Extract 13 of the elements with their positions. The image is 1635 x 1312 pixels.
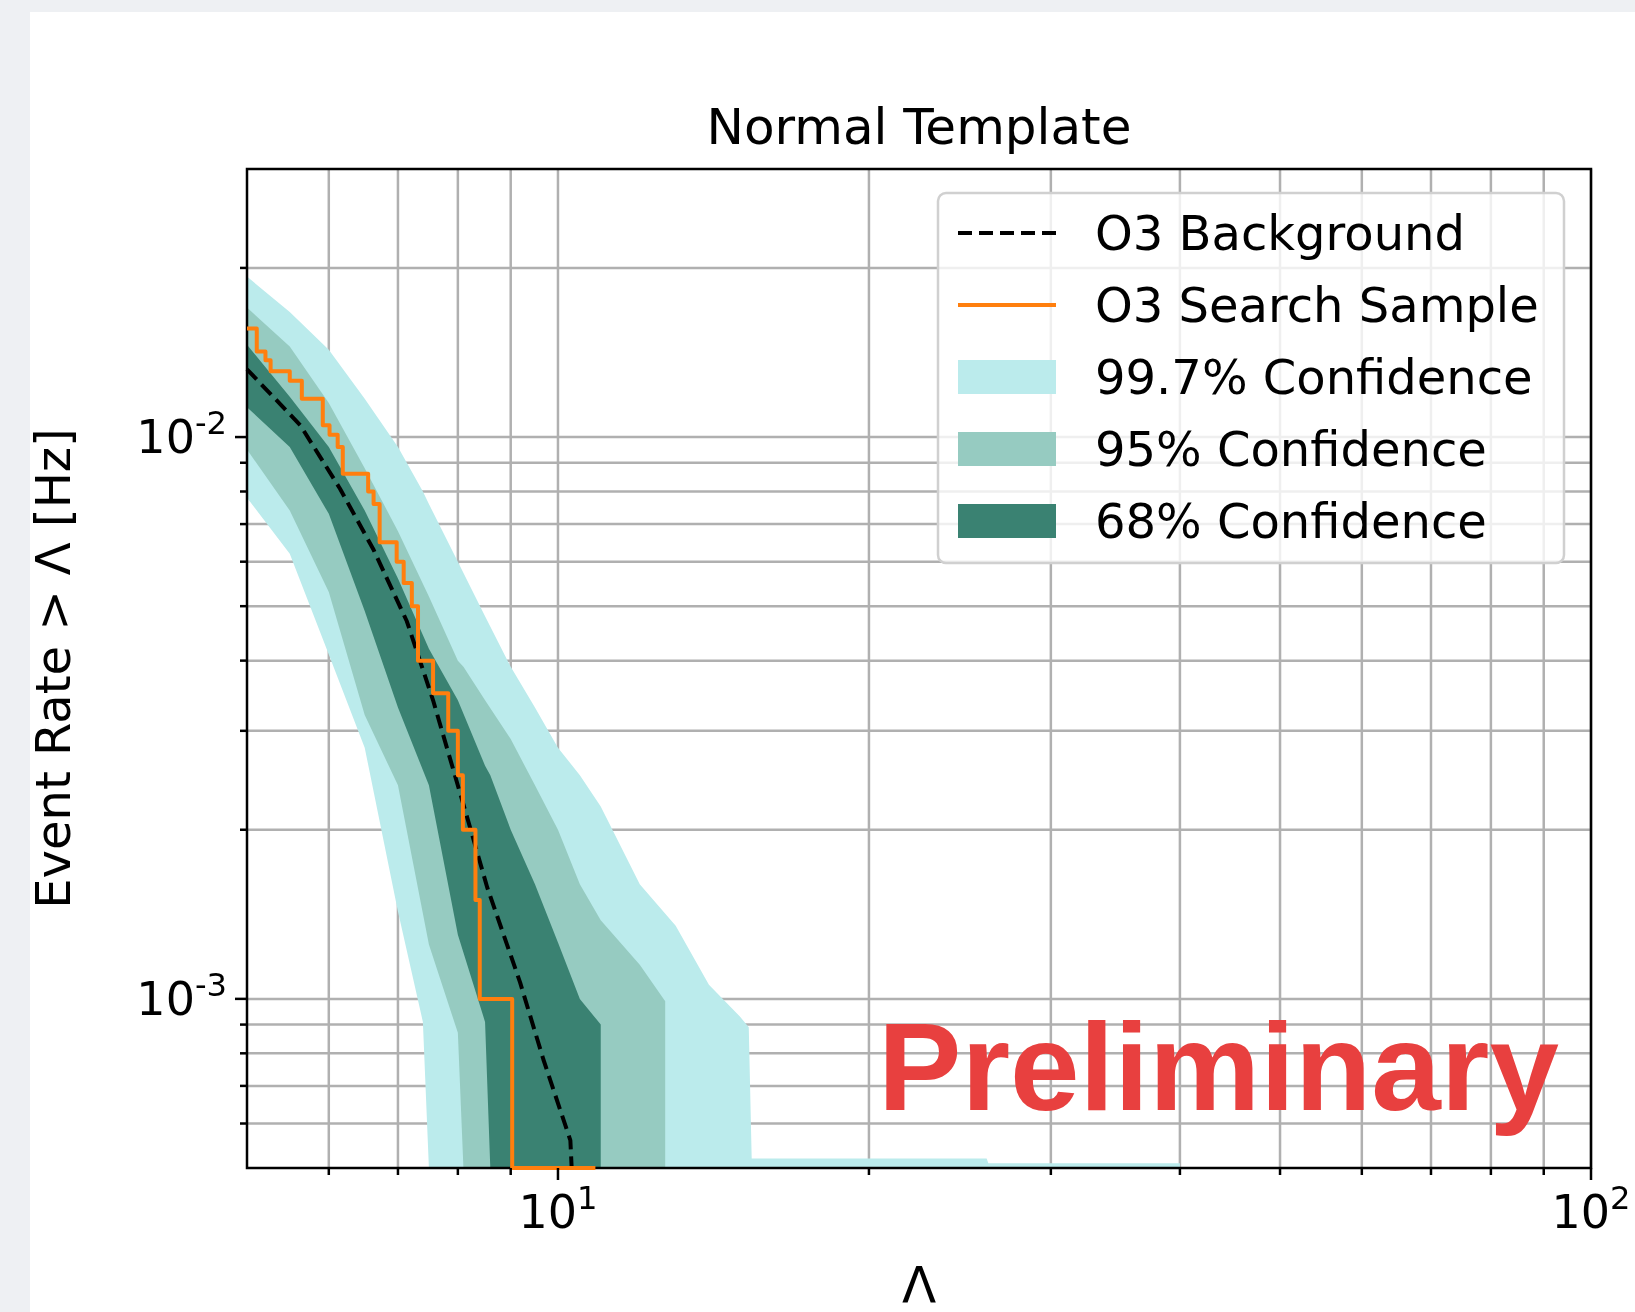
x-tick-label: 10$^{2}$ <box>1551 1179 1631 1239</box>
y-tick-label: 10$^{-2}$ <box>136 404 227 465</box>
legend-label: O3 Background <box>1095 205 1465 261</box>
x-tick-label: 10$^{1}$ <box>518 1179 598 1239</box>
legend-label: 68% Confidence <box>1095 493 1487 549</box>
x-axis-title: Λ <box>901 1256 937 1312</box>
y-tick-label: 10$^{-3}$ <box>136 965 227 1026</box>
y-axis-title: Event Rate > Λ [Hz] <box>25 428 81 909</box>
legend-label: 95% Confidence <box>1095 421 1487 477</box>
chart-title: Normal Template <box>706 98 1132 156</box>
annotation: Preliminary <box>878 997 1559 1136</box>
legend-label: 99.7% Confidence <box>1095 349 1533 405</box>
legend-label: O3 Search Sample <box>1095 277 1539 333</box>
